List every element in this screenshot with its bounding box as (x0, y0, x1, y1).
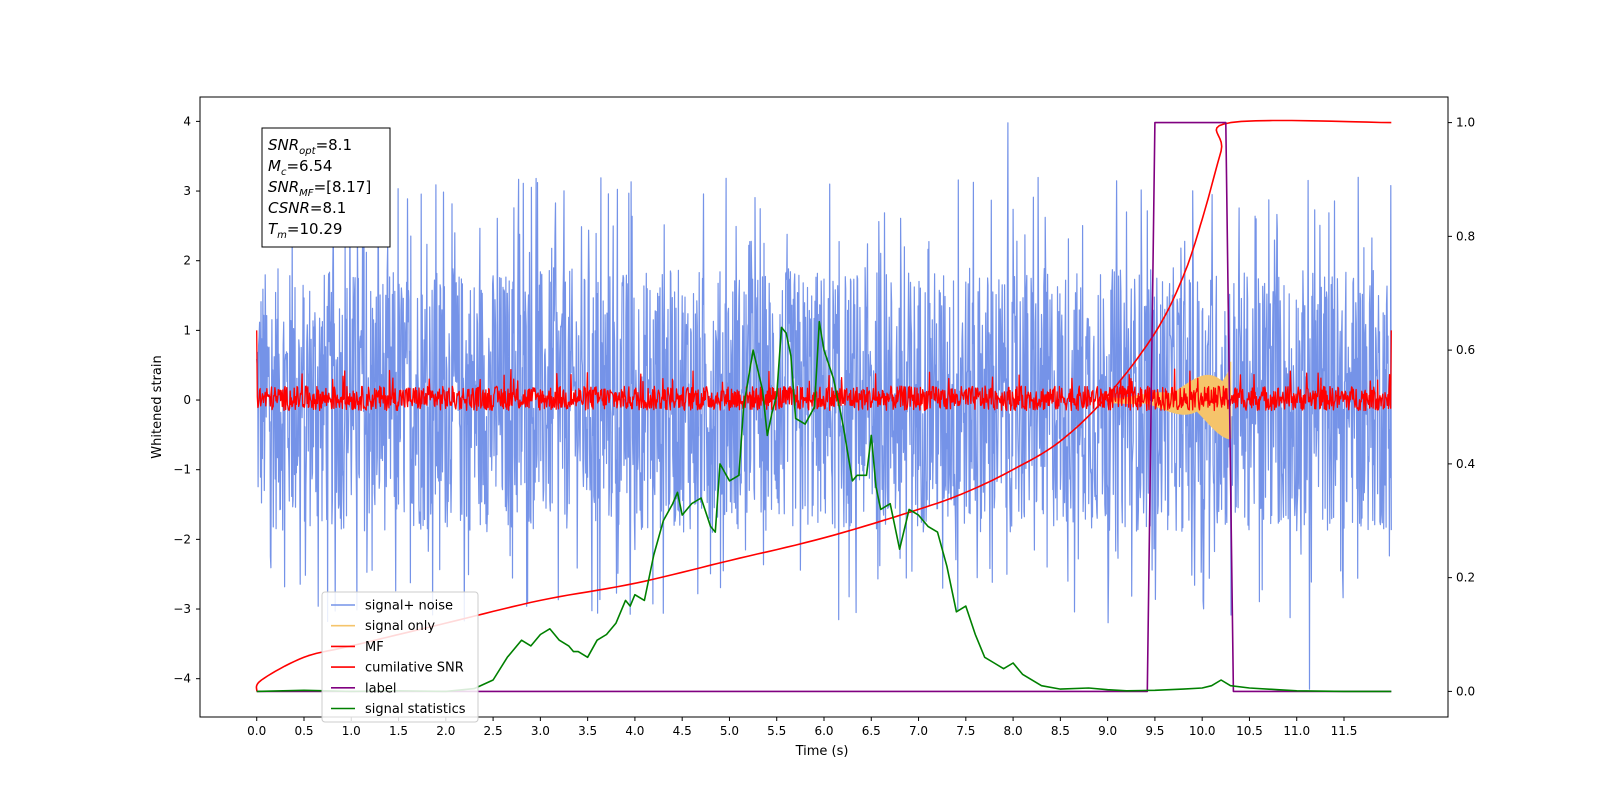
legend-label: signal+ noise (365, 599, 453, 614)
x-tick-label: 0.5 (294, 724, 313, 738)
x-tick-label: 5.0 (720, 724, 739, 738)
x-tick-label: 11.5 (1331, 724, 1358, 738)
right-y-axis: 1.0 0.8 0.6 0.4 0.2 0.0 (1448, 116, 1475, 698)
annotation-symbol: SNR (268, 136, 299, 154)
x-tick-label: 6.0 (814, 724, 833, 738)
annotation-subscript: opt (299, 146, 316, 157)
left-y-tick-label: −4 (173, 672, 191, 686)
x-tick-label: 9.0 (1098, 724, 1117, 738)
left-y-tick-label: −2 (173, 532, 191, 546)
annotation-subscript: c (281, 167, 287, 178)
legend-label: signal only (365, 619, 435, 634)
x-tick-label: 1.5 (389, 724, 408, 738)
x-tick-label: 7.5 (956, 724, 975, 738)
annotation-frame (261, 127, 391, 248)
right-y-tick-label: 1.0 (1456, 116, 1475, 130)
right-y-tick-label: 0.4 (1456, 457, 1475, 471)
x-axis-label: Time (s) (795, 744, 849, 759)
annotation-value: =8.1 (310, 199, 346, 217)
right-y-tick-label: 0.2 (1456, 571, 1475, 585)
left-y-tick-label: 3 (183, 184, 191, 198)
x-tick-label: 3.5 (578, 724, 597, 738)
x-tick-label: 8.5 (1051, 724, 1070, 738)
series-layer (255, 119, 1392, 693)
x-tick-label: 3.0 (531, 724, 550, 738)
annotation-subscript: m (277, 230, 287, 241)
x-tick-label: 8.0 (1004, 724, 1023, 738)
annotation-line: CSNR=8.1 (268, 199, 346, 217)
legend: signal+ noise signal only MF cumilative SNR… (321, 591, 479, 723)
legend-label: signal statistics (365, 702, 466, 717)
left-y-tick-label: 4 (183, 114, 191, 128)
left-y-tick-label: 0 (183, 393, 191, 407)
annotation-line: SNRopt=8.1 (268, 136, 352, 157)
x-tick-label: 2.0 (436, 724, 455, 738)
left-y-axis: 4 3 2 1 0 −1 −2 −3 −4 (173, 114, 200, 686)
annotation-line: Tm=10.29 (268, 220, 342, 241)
right-y-tick-label: 0.6 (1456, 343, 1475, 357)
mf-line (256, 330, 1392, 412)
x-tick-label: 11.0 (1283, 724, 1310, 738)
annotation-value: =8.1 (316, 136, 352, 154)
right-y-tick-label: 0.0 (1456, 684, 1475, 698)
legend-label: cumilative SNR (365, 661, 464, 676)
left-y-tick-label: −3 (173, 602, 191, 616)
legend-label: label (365, 681, 396, 696)
annotation-symbol: T (268, 220, 279, 238)
x-axis: 0.0 0.5 1.0 1.5 2.0 2.5 3.0 3.5 4.0 4.5 5.0 5.5 6.0 6… (247, 717, 1357, 738)
right-y-tick-label: 0.8 (1456, 229, 1475, 243)
x-tick-label: 5.5 (767, 724, 786, 738)
label-line (256, 121, 1392, 693)
annotation-box: SNRopt=8.1Mc=6.54SNRMF=[8.17]CSNR=8.1Tm=… (261, 127, 391, 248)
annotation-symbol: M (268, 157, 281, 175)
annotation-symbol: SNR (268, 178, 299, 196)
x-tick-label: 9.5 (1145, 724, 1164, 738)
annotation-value: =10.29 (287, 220, 343, 238)
x-tick-label: 1.0 (342, 724, 361, 738)
annotation-line: Mc=6.54 (268, 157, 332, 178)
x-tick-label: 7.0 (909, 724, 928, 738)
annotation-symbol: CSNR (268, 199, 310, 217)
x-tick-label: 4.0 (625, 724, 644, 738)
x-tick-label: 10.0 (1189, 724, 1216, 738)
x-tick-label: 0.0 (247, 724, 266, 738)
left-y-tick-label: −1 (173, 463, 191, 477)
x-tick-label: 6.5 (862, 724, 881, 738)
annotation-line: SNRMF=[8.17] (268, 178, 371, 199)
left-y-tick-label: 2 (183, 254, 191, 268)
left-y-tick-label: 1 (183, 323, 191, 337)
annotation-value: =6.54 (286, 157, 332, 175)
x-tick-label: 4.5 (673, 724, 692, 738)
signal-statistics-line (256, 320, 1392, 693)
left-y-axis-label: Whitened strain (150, 355, 165, 458)
annotation-subscript: MF (299, 188, 314, 199)
annotation-value: =[8.17] (314, 178, 372, 196)
legend-label: MF (365, 640, 384, 655)
legend-frame (321, 591, 479, 723)
signal-noise-line (256, 122, 1392, 690)
x-tick-label: 10.5 (1236, 724, 1263, 738)
x-tick-label: 2.5 (484, 724, 503, 738)
